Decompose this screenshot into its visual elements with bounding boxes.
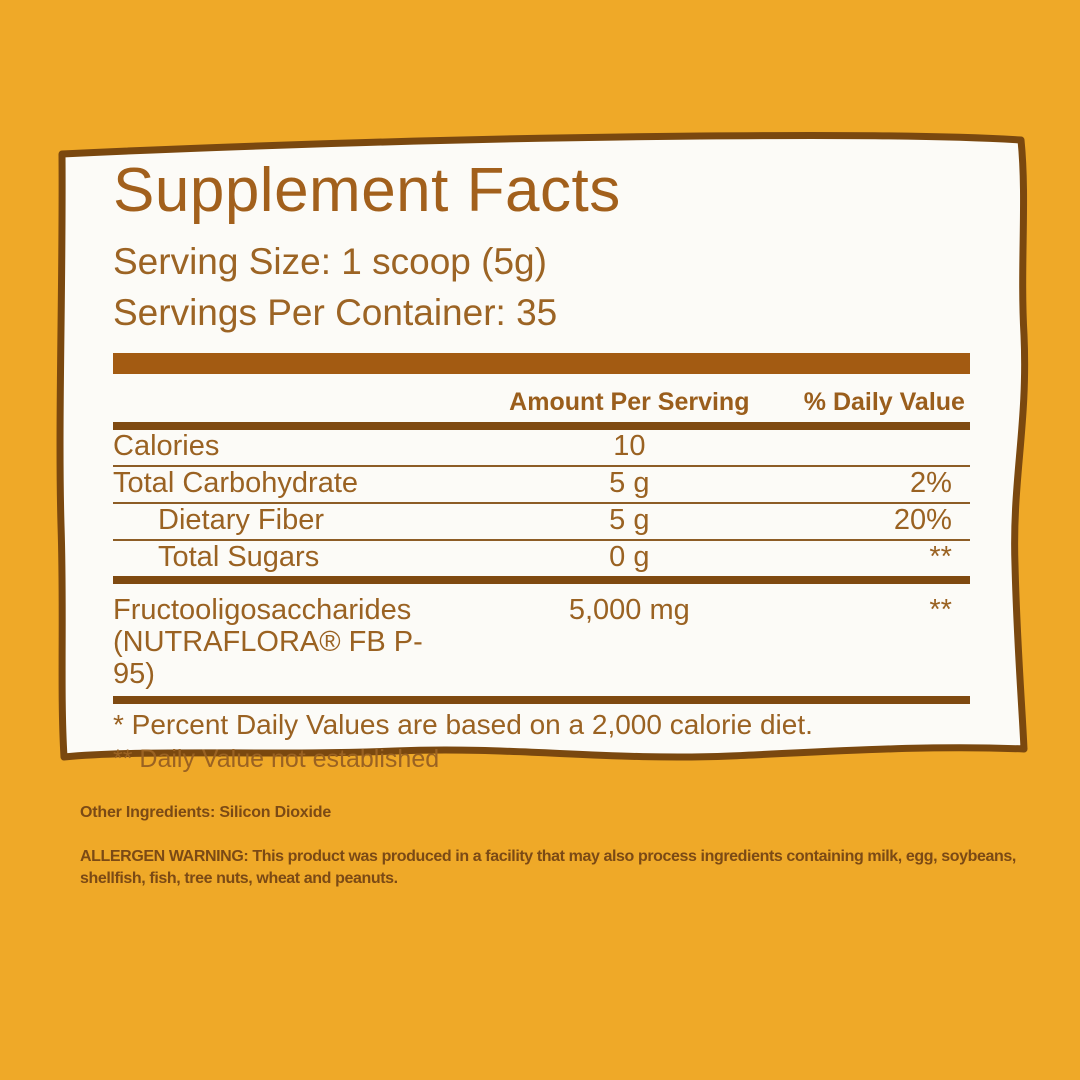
facts-row: Total Carbohydrate 5 g 2% bbox=[113, 467, 970, 502]
allergen-warning: ALLERGEN WARNING: This product was produ… bbox=[80, 848, 1016, 887]
separator-bar bbox=[113, 352, 970, 374]
facts-row: Total Sugars 0 g ** bbox=[113, 541, 970, 576]
row-divider bbox=[113, 695, 970, 704]
amount-per-serving-value: 10 bbox=[613, 429, 646, 462]
panel-title: Supplement Facts bbox=[113, 156, 621, 225]
table-header-row: Amount Per Serving % Daily Value bbox=[113, 387, 970, 416]
daily-value: 2% bbox=[910, 466, 952, 499]
footnote-not-established: ** Daily Value not established bbox=[113, 744, 440, 773]
header-spacer bbox=[113, 390, 464, 415]
nutrient-name: Fructooligosaccharides (NUTRAFLORA® FB P-… bbox=[113, 594, 464, 690]
header-underline bbox=[113, 421, 970, 430]
facts-row: Dietary Fiber 5 g 20% bbox=[113, 504, 970, 539]
facts-rows: Calories 10 Total Carbohydrate 5 g 2% Dietary… bbox=[113, 430, 970, 704]
daily-value: ** bbox=[929, 540, 952, 573]
facts-row: Fructooligosaccharides (NUTRAFLORA® FB P-… bbox=[113, 584, 970, 696]
nutrient-name: Calories bbox=[113, 429, 220, 462]
header-amount-per-serving: Amount Per Serving bbox=[509, 387, 750, 416]
footnote-daily-values: * Percent Daily Values are based on a 2,… bbox=[113, 708, 813, 740]
nutrient-name: Dietary Fiber bbox=[158, 503, 324, 536]
daily-value bbox=[794, 432, 970, 461]
row-divider bbox=[113, 538, 970, 541]
nutrient-name: Total Carbohydrate bbox=[113, 466, 359, 499]
amount-per-serving-value: 5 g bbox=[609, 503, 650, 536]
amount-per-serving-value: 5 g bbox=[609, 466, 650, 499]
amount-per-serving-value: 0 g bbox=[609, 540, 650, 573]
daily-value: ** bbox=[929, 593, 952, 626]
facts-row: Calories 10 bbox=[113, 430, 970, 465]
row-divider bbox=[113, 575, 970, 584]
row-divider bbox=[113, 464, 970, 467]
supplement-facts-panel: Supplement Facts Serving Size: 1 scoop (… bbox=[113, 156, 970, 773]
daily-value: 20% bbox=[893, 503, 952, 536]
servings-per-container: Servings Per Container: 35 bbox=[113, 291, 558, 333]
serving-size: Serving Size: 1 scoop (5g) bbox=[113, 240, 547, 282]
header-daily-value: % Daily Value bbox=[803, 387, 965, 416]
row-divider bbox=[113, 501, 970, 504]
amount-per-serving-value: 5,000 mg bbox=[568, 593, 690, 626]
nutrient-name: Total Sugars bbox=[158, 540, 320, 573]
other-ingredients: Other Ingredients: Silicon Dioxide bbox=[80, 804, 332, 821]
nutrient-name-line2: (NUTRAFLORA® FB P-95) bbox=[113, 625, 423, 690]
